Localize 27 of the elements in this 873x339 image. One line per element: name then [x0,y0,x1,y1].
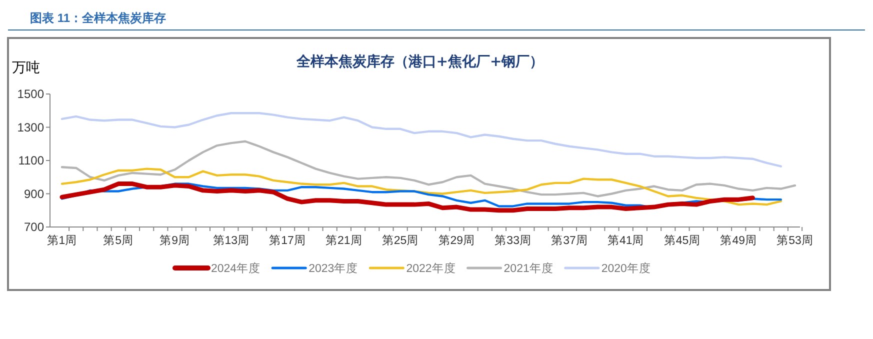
y-tick-label: 700 [24,220,44,234]
x-tick-label: 第41周 [607,234,644,247]
y-axis-title: 万吨 [12,59,40,75]
text: 图表 11：全样本焦炭库存 [30,11,166,25]
x-tick-label: 第17周 [269,234,306,247]
x-tick-label: 第29周 [438,234,476,247]
y-tick-label: 1500 [17,87,44,101]
x-tick-label: 第21周 [326,234,362,247]
x-tick-label: 第13周 [212,234,250,247]
legend-label: 2023年度 [308,261,358,275]
legend-label: 2022年度 [406,261,456,275]
x-tick-label: 第49周 [720,234,758,247]
x-tick-label: 第1周 [46,234,78,247]
y-tick-label: 1100 [18,154,44,168]
x-tick-label: 第37周 [551,234,588,247]
x-tick-label: 第53周 [776,234,814,247]
legend-label: 2024年度 [211,261,261,275]
x-tick-label: 第33周 [494,234,532,247]
y-tick-label: 1300 [17,120,44,134]
y-tick-label: 900 [24,186,44,201]
x-tick-label: 第45周 [664,234,701,247]
x-tick-label: 第25周 [382,234,419,247]
x-tick-label: 第5周 [103,234,134,247]
legend-label: 2020年度 [601,261,651,275]
x-tick-label: 第9周 [160,234,190,247]
legend-label: 2021年度 [504,261,554,275]
chart-title: 全样本焦炭库存（港口+焦化厂+钢厂） [295,53,544,70]
